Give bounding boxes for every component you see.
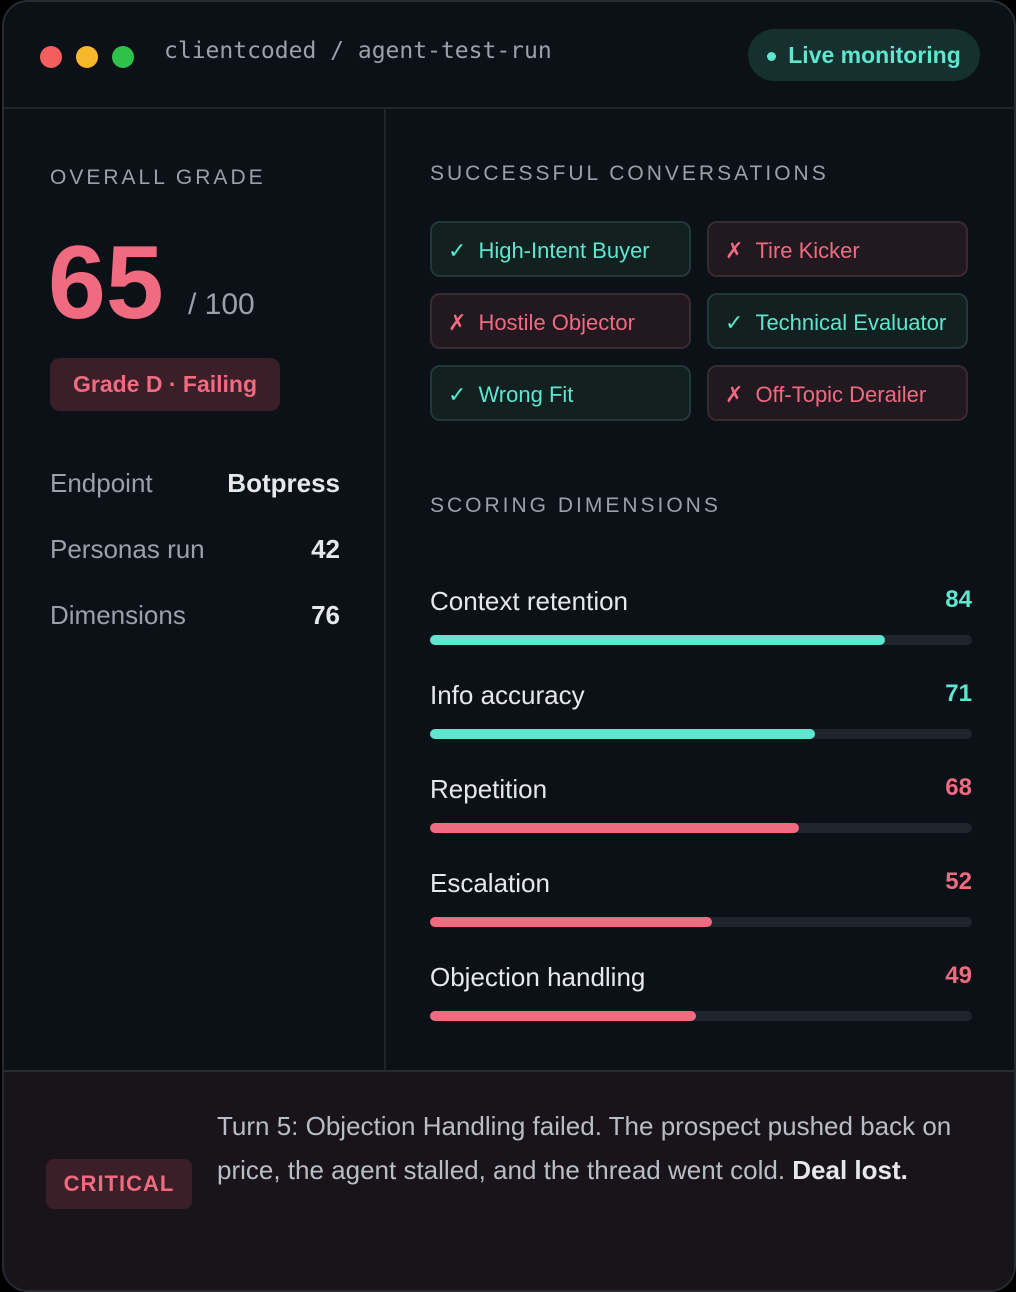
stat-value: 76 (311, 600, 340, 630)
bar-track (430, 823, 972, 833)
bar (430, 823, 799, 833)
persona-chip: ✗ Tire Kicker (707, 221, 968, 277)
alert-text: Turn 5: Objection Handling failed. The p… (217, 1104, 987, 1192)
live-badge[interactable]: Live monitoring (748, 29, 980, 81)
persona-name: Off-Topic Derailer (755, 382, 927, 407)
bar-track (430, 917, 972, 927)
stat-value: Botpress (227, 468, 340, 498)
status-icon: ✓ (725, 310, 744, 335)
bar (430, 917, 712, 927)
bar-track (430, 635, 972, 645)
grade-badge: Grade D · Failing (50, 358, 280, 411)
dimension-name: Info accuracy (430, 680, 585, 710)
dimension-name: Objection handling (430, 962, 646, 992)
bar (430, 635, 886, 645)
repo-path: clientcoded / agent-test-run (164, 38, 552, 64)
bar-track (430, 729, 972, 739)
stat-label: Endpoint (50, 468, 153, 498)
dimension-value: 84 (945, 586, 972, 613)
dimension-value: 49 (945, 962, 972, 989)
minimize-dot[interactable] (76, 46, 98, 68)
divider (384, 109, 386, 1072)
alert: CRITICAL Turn 5: Objection Handling fail… (4, 1070, 1014, 1290)
persona-name: High-Intent Buyer (478, 238, 650, 263)
stat-label: Personas run (50, 534, 205, 564)
persona-name: Hostile Objector (478, 310, 635, 335)
persona-chip: ✓ Wrong Fit (430, 365, 691, 421)
stat-value: 42 (311, 534, 340, 564)
status-icon: ✗ (448, 310, 467, 335)
dimensions-title: SCORING DIMENSIONS (430, 494, 721, 517)
status-icon: ✓ (448, 382, 467, 407)
grade-label: OVERALL GRADE (50, 166, 266, 189)
persona-chip: ✓ High-Intent Buyer (430, 221, 691, 277)
dimension-name: Repetition (430, 774, 548, 804)
alert-badge: CRITICAL (46, 1159, 192, 1209)
persona-name: Technical Evaluator (755, 310, 947, 335)
persona-name: Wrong Fit (478, 382, 574, 407)
bar-track (430, 1011, 972, 1021)
conversations-title: SUCCESSFUL CONVERSATIONS (430, 162, 829, 185)
dimension-name: Context retention (430, 586, 629, 616)
persona-name: Tire Kicker (755, 238, 860, 263)
persona-chip: ✗ Hostile Objector (430, 293, 691, 349)
alert-emphasis: Deal lost. (792, 1155, 908, 1185)
status-icon: ✓ (448, 238, 467, 263)
persona-chip: ✓ Technical Evaluator (707, 293, 968, 349)
dimension-name: Escalation (430, 868, 550, 898)
dimension-value: 71 (945, 680, 972, 707)
alert-message: Turn 5: Objection Handling failed. The p… (217, 1111, 952, 1185)
stat-label: Dimensions (50, 600, 186, 630)
dimension-value: 52 (945, 868, 972, 895)
dimension-value: 68 (945, 774, 972, 801)
close-dot[interactable] (40, 46, 62, 68)
maximize-dot[interactable] (112, 46, 134, 68)
persona-chip: ✗ Off-Topic Derailer (707, 365, 968, 421)
score: 65 (48, 225, 164, 341)
status-icon: ✗ (725, 382, 744, 407)
bar (430, 1011, 696, 1021)
bar (430, 729, 815, 739)
header: clientcoded / agent-test-run Live monito… (4, 2, 1014, 109)
status-icon: ✗ (725, 238, 744, 263)
score-max: / 100 (188, 288, 255, 321)
